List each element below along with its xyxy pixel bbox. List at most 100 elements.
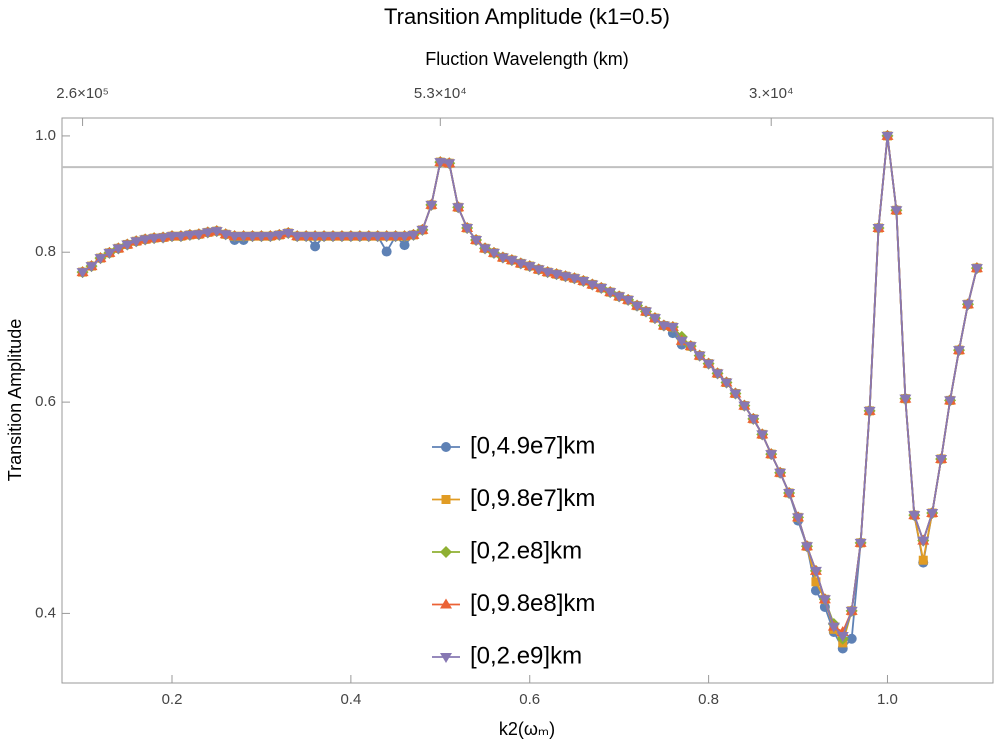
marker xyxy=(532,265,545,276)
plot-frame xyxy=(61,117,994,684)
marker xyxy=(130,237,143,248)
marker xyxy=(157,233,170,244)
marker xyxy=(899,394,912,405)
marker xyxy=(210,227,223,238)
marker xyxy=(310,241,321,252)
legend-label: [0,9.8e8]km xyxy=(470,590,595,617)
marker xyxy=(523,262,536,273)
marker xyxy=(246,232,259,243)
x-top-tick-label: 3.×10⁴ xyxy=(749,85,793,102)
marker xyxy=(219,230,232,241)
marker xyxy=(389,232,402,243)
marker xyxy=(577,276,590,287)
marker xyxy=(846,633,857,644)
marker xyxy=(890,206,903,217)
marker xyxy=(335,232,348,243)
marker xyxy=(201,228,214,239)
marker xyxy=(827,622,840,633)
marker xyxy=(935,454,948,465)
marker xyxy=(613,292,626,303)
x-top-tick-label: 2.6×10⁵ xyxy=(56,85,109,102)
y-tick-label: 1.0 xyxy=(35,127,56,144)
y-axis-label: Transition Amplitude xyxy=(5,319,25,481)
marker xyxy=(139,235,152,246)
marker xyxy=(94,254,107,265)
marker xyxy=(434,158,447,169)
series xyxy=(76,129,983,645)
marker xyxy=(255,232,268,243)
series xyxy=(78,131,982,648)
chart-title: Transition Amplitude (k1=0.5) xyxy=(384,4,670,29)
x-tick-label: 0.4 xyxy=(340,691,361,708)
marker xyxy=(461,224,474,235)
marker xyxy=(648,314,661,325)
x-tick-label: 0.6 xyxy=(519,691,540,708)
marker xyxy=(407,230,420,241)
marker xyxy=(666,323,679,334)
marker xyxy=(918,555,928,565)
marker xyxy=(800,542,813,553)
marker xyxy=(353,232,366,243)
marker xyxy=(702,359,715,370)
x-tick-label: 0.2 xyxy=(162,691,183,708)
legend-label: [0,2.e8]km xyxy=(470,537,582,564)
legend-label: [0,9.8e7]km xyxy=(470,485,595,512)
marker xyxy=(657,321,670,332)
marker xyxy=(381,246,392,257)
legend-marker xyxy=(440,653,452,663)
marker xyxy=(792,513,805,524)
marker xyxy=(487,248,500,259)
marker xyxy=(944,396,957,407)
marker xyxy=(541,268,554,279)
marker xyxy=(318,232,331,243)
marker xyxy=(604,288,617,299)
marker xyxy=(380,232,393,243)
marker xyxy=(228,232,241,243)
marker xyxy=(568,274,581,285)
marker xyxy=(675,336,688,347)
marker xyxy=(970,264,983,275)
series-line xyxy=(82,135,978,650)
marker xyxy=(344,232,357,243)
marker xyxy=(300,232,313,243)
legend-label: [0,4.9e7]km xyxy=(470,432,595,459)
x-tick-label: 1.0 xyxy=(877,691,898,708)
marker xyxy=(854,538,867,549)
marker xyxy=(872,224,885,235)
marker xyxy=(595,283,608,294)
marker xyxy=(836,632,849,643)
x-axis-label: k2(ωₘ) xyxy=(499,719,555,739)
x-top-label: Fluction Wavelength (km) xyxy=(425,49,628,69)
legend-marker xyxy=(441,495,451,504)
marker xyxy=(720,378,733,389)
marker xyxy=(174,232,187,243)
legend-marker xyxy=(440,546,452,558)
legend-marker xyxy=(440,598,452,609)
marker xyxy=(961,300,974,311)
marker xyxy=(774,468,787,479)
marker xyxy=(398,232,411,243)
marker xyxy=(183,230,196,241)
y-tick-label: 0.8 xyxy=(35,243,56,260)
x-top-tick-label: 5.3×10⁴ xyxy=(414,85,467,102)
marker xyxy=(291,232,304,243)
marker xyxy=(783,488,796,499)
marker xyxy=(237,232,250,243)
series-line xyxy=(82,135,978,646)
marker xyxy=(443,159,456,170)
marker xyxy=(908,511,921,522)
marker xyxy=(811,577,821,587)
marker xyxy=(586,280,599,291)
x-tick-label: 0.8 xyxy=(698,691,719,708)
marker xyxy=(550,270,563,281)
marker xyxy=(309,232,322,243)
marker xyxy=(264,232,277,243)
y-tick-label: 0.4 xyxy=(35,604,56,621)
marker xyxy=(711,369,724,380)
marker xyxy=(282,229,295,240)
marker xyxy=(121,240,134,251)
marker xyxy=(399,240,410,251)
marker xyxy=(166,232,179,243)
marker xyxy=(148,234,161,245)
